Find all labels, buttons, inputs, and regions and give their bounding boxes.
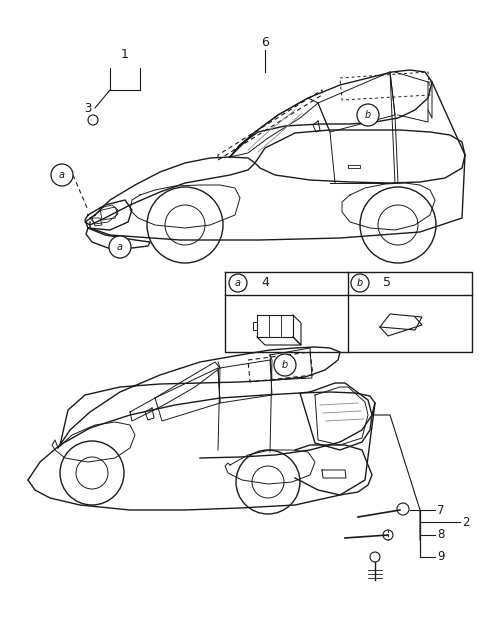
- Text: b: b: [365, 110, 371, 120]
- Circle shape: [383, 530, 393, 540]
- Circle shape: [370, 552, 380, 562]
- Circle shape: [357, 104, 379, 126]
- Circle shape: [397, 503, 409, 515]
- Text: 5: 5: [383, 276, 391, 288]
- Circle shape: [51, 164, 73, 186]
- Text: 1: 1: [121, 48, 129, 61]
- Circle shape: [351, 274, 369, 292]
- Circle shape: [274, 354, 296, 376]
- Text: 4: 4: [261, 276, 269, 288]
- Text: a: a: [117, 242, 123, 252]
- Text: b: b: [282, 360, 288, 370]
- Text: b: b: [357, 278, 363, 288]
- Circle shape: [109, 236, 131, 258]
- Text: a: a: [59, 170, 65, 180]
- Text: 9: 9: [437, 551, 444, 563]
- Text: 3: 3: [84, 101, 92, 114]
- Text: 8: 8: [437, 528, 444, 542]
- Text: 2: 2: [462, 516, 469, 528]
- Text: a: a: [235, 278, 241, 288]
- Circle shape: [88, 115, 98, 125]
- Circle shape: [229, 274, 247, 292]
- Text: 6: 6: [261, 36, 269, 48]
- Text: 7: 7: [437, 503, 444, 517]
